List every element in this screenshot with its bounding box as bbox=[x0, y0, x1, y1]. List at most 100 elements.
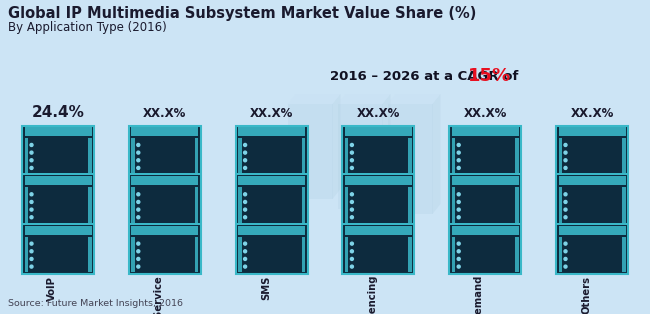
Text: Others: Others bbox=[581, 276, 592, 314]
Bar bbox=[449, 223, 521, 225]
Bar bbox=[195, 138, 198, 173]
Bar bbox=[131, 127, 198, 136]
Bar bbox=[235, 223, 307, 225]
Bar bbox=[302, 138, 305, 173]
Bar bbox=[558, 138, 562, 173]
Bar bbox=[238, 138, 242, 173]
Circle shape bbox=[457, 257, 460, 260]
Text: SMS: SMS bbox=[261, 276, 271, 300]
Bar bbox=[25, 187, 28, 223]
Circle shape bbox=[30, 265, 33, 268]
Bar bbox=[22, 126, 94, 274]
Bar bbox=[622, 187, 625, 223]
Circle shape bbox=[350, 143, 354, 146]
Circle shape bbox=[244, 216, 246, 219]
Bar bbox=[131, 236, 135, 272]
Circle shape bbox=[244, 208, 246, 211]
Bar bbox=[195, 236, 198, 272]
Bar bbox=[345, 138, 348, 173]
Circle shape bbox=[136, 159, 140, 162]
Text: Video Conferencing: Video Conferencing bbox=[368, 276, 378, 314]
Bar bbox=[449, 126, 521, 274]
Circle shape bbox=[350, 159, 354, 162]
Circle shape bbox=[350, 265, 354, 268]
Bar bbox=[88, 138, 92, 173]
Circle shape bbox=[30, 143, 33, 146]
Bar bbox=[622, 236, 625, 272]
Circle shape bbox=[457, 265, 460, 268]
Text: Video on Demand: Video on Demand bbox=[474, 276, 484, 314]
Circle shape bbox=[136, 265, 140, 268]
Bar bbox=[235, 173, 307, 175]
Bar bbox=[131, 187, 135, 223]
Text: By Application Type (2016): By Application Type (2016) bbox=[8, 21, 167, 34]
Bar bbox=[343, 173, 415, 175]
Bar bbox=[452, 226, 519, 235]
Bar bbox=[343, 223, 415, 225]
Bar bbox=[131, 138, 135, 173]
Bar bbox=[408, 236, 412, 272]
Circle shape bbox=[136, 151, 140, 154]
Bar bbox=[238, 226, 305, 235]
Bar bbox=[88, 187, 92, 223]
Circle shape bbox=[564, 216, 567, 219]
Bar bbox=[558, 187, 562, 223]
Bar bbox=[558, 127, 625, 136]
Circle shape bbox=[136, 166, 140, 170]
Bar bbox=[22, 223, 94, 225]
Circle shape bbox=[564, 151, 567, 154]
Bar bbox=[238, 127, 305, 136]
Bar bbox=[345, 176, 412, 185]
Bar bbox=[238, 176, 305, 185]
Circle shape bbox=[30, 208, 33, 211]
Circle shape bbox=[564, 242, 567, 245]
Circle shape bbox=[457, 193, 460, 196]
Circle shape bbox=[564, 265, 567, 268]
Polygon shape bbox=[333, 94, 341, 199]
Bar bbox=[345, 127, 412, 136]
Circle shape bbox=[457, 166, 460, 170]
Bar bbox=[129, 223, 201, 225]
Circle shape bbox=[30, 159, 33, 162]
Circle shape bbox=[457, 143, 460, 146]
Circle shape bbox=[350, 216, 354, 219]
Circle shape bbox=[564, 257, 567, 260]
Bar bbox=[22, 173, 94, 175]
Circle shape bbox=[350, 166, 354, 170]
Circle shape bbox=[457, 200, 460, 203]
Bar bbox=[408, 187, 412, 223]
Text: Source: Future Market Insights, 2016: Source: Future Market Insights, 2016 bbox=[8, 299, 183, 308]
Circle shape bbox=[564, 159, 567, 162]
Circle shape bbox=[244, 193, 246, 196]
Bar bbox=[622, 138, 625, 173]
Circle shape bbox=[564, 200, 567, 203]
Bar bbox=[238, 236, 242, 272]
Bar bbox=[558, 176, 625, 185]
Circle shape bbox=[457, 208, 460, 211]
Bar bbox=[449, 173, 521, 175]
Bar bbox=[25, 226, 92, 235]
Circle shape bbox=[244, 159, 246, 162]
Text: XX.X%: XX.X% bbox=[357, 107, 400, 120]
Text: VoIP: VoIP bbox=[47, 276, 57, 301]
Bar bbox=[302, 236, 305, 272]
Circle shape bbox=[457, 151, 460, 154]
Circle shape bbox=[136, 216, 140, 219]
Bar bbox=[25, 127, 92, 136]
Circle shape bbox=[564, 143, 567, 146]
Bar bbox=[235, 126, 307, 274]
Circle shape bbox=[564, 208, 567, 211]
Bar bbox=[345, 187, 348, 223]
Bar bbox=[302, 187, 305, 223]
Bar bbox=[337, 104, 382, 209]
Text: XX.X%: XX.X% bbox=[250, 107, 293, 120]
Bar bbox=[558, 236, 562, 272]
Polygon shape bbox=[432, 94, 441, 214]
Circle shape bbox=[244, 166, 246, 170]
Circle shape bbox=[136, 143, 140, 146]
Bar bbox=[287, 104, 333, 199]
Text: Global IP Multimedia Subsystem Market Value Share (%): Global IP Multimedia Subsystem Market Va… bbox=[8, 6, 476, 21]
Circle shape bbox=[136, 257, 140, 260]
Circle shape bbox=[136, 200, 140, 203]
Circle shape bbox=[244, 200, 246, 203]
